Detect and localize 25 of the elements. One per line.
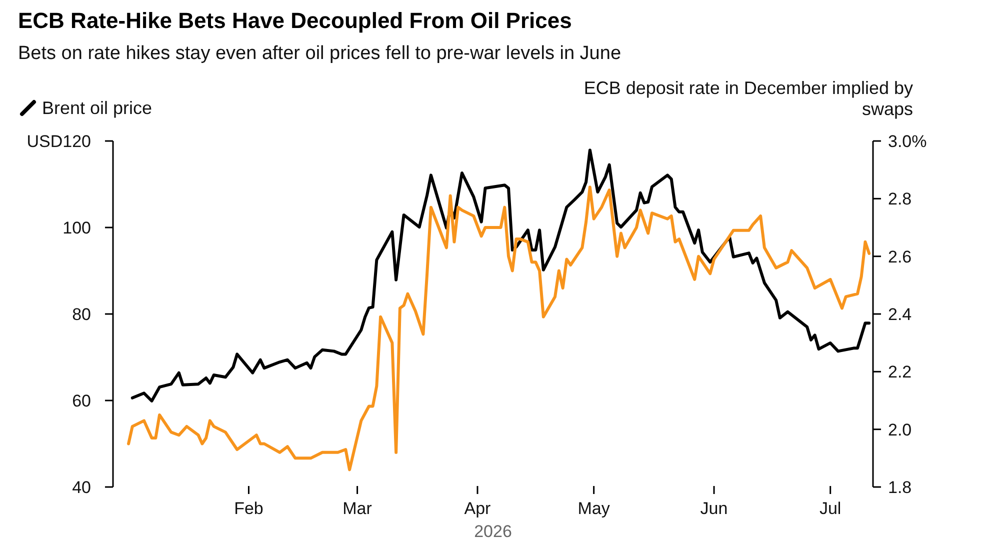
y-tick-label: 80 bbox=[72, 305, 91, 324]
chart-title: ECB Rate-Hike Bets Have Decoupled From Oil Prices bbox=[18, 8, 572, 33]
y-tick-label: USD120 bbox=[26, 132, 91, 151]
x-tick-label: Feb bbox=[234, 499, 264, 518]
y2-tick-label: 2.6 bbox=[888, 247, 912, 266]
x-tick-label: Mar bbox=[342, 499, 372, 518]
y2-tick-label: 2.2 bbox=[888, 362, 912, 382]
chart-subtitle: Bets on rate hikes stay even after oil prices fell to pre-war levels in June bbox=[18, 43, 622, 64]
line-series bbox=[127, 186, 871, 472]
line-series bbox=[130, 148, 871, 402]
x-tick-label: Jun bbox=[700, 499, 728, 518]
y-tick-label: 60 bbox=[72, 392, 91, 410]
x-tick-label: Apr bbox=[464, 499, 492, 518]
legend-label: Brent oil price bbox=[42, 98, 152, 118]
y-tick-label: 100 bbox=[62, 218, 91, 238]
y-tick-label: 40 bbox=[72, 478, 91, 497]
y2-tick-label: 2.0 bbox=[888, 420, 912, 440]
y2-tick-label: 1.8 bbox=[888, 478, 912, 497]
x-tick-label: Jul bbox=[819, 499, 842, 518]
y2-tick-label: 3.0% bbox=[888, 132, 927, 151]
x-tick-label: May bbox=[578, 499, 610, 518]
x-axis-title: 2026 bbox=[474, 522, 512, 541]
y2-axis-title: ECB deposit rate in December implied by swaps bbox=[584, 78, 913, 119]
y2-tick-label: 2.8 bbox=[888, 190, 912, 209]
y2-tick-label: 2.4 bbox=[888, 305, 912, 324]
